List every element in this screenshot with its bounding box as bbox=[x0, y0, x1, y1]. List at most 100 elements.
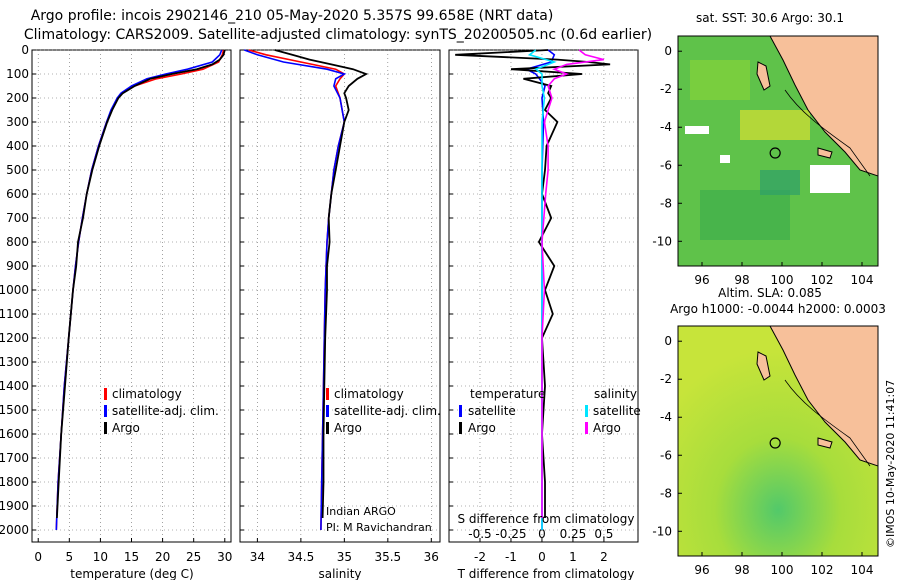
legend-swatch-argo bbox=[104, 422, 107, 434]
sst-land-sumatra bbox=[769, 36, 878, 177]
temperature-tick-label: 15 bbox=[124, 550, 139, 564]
lat-tick-label: -10 bbox=[652, 234, 672, 248]
s-difference-tick-labels: -0.5 -0.25 0 0.25 0.5 bbox=[468, 527, 613, 541]
temperature-tick-label: 0 bbox=[34, 550, 42, 564]
legend-swatch-climatology bbox=[326, 388, 329, 400]
sst-contour bbox=[784, 89, 871, 177]
legend-swatch-climatology bbox=[104, 388, 107, 400]
sla-map-title-2: Argo h1000: -0.0044 h2000: 0.0003 bbox=[670, 302, 886, 316]
lon-tick-label: 100 bbox=[771, 563, 794, 577]
salinity-legend: climatology satellite-adj. clim. Argo bbox=[326, 387, 441, 435]
sla-float-marker bbox=[769, 437, 781, 449]
sst-cloud-mask bbox=[720, 155, 730, 163]
lat-tick-label: -10 bbox=[652, 524, 672, 538]
sla-island bbox=[817, 437, 833, 449]
sst-warm-patch bbox=[740, 110, 810, 140]
s-difference-tick-label: -0.25 bbox=[495, 527, 526, 541]
depth-tick-label: 200 bbox=[6, 91, 29, 105]
depth-tick-label: 1500 bbox=[0, 403, 29, 417]
depth-tick-label: 1200 bbox=[0, 331, 29, 345]
indian-argo-label: Indian ARGO bbox=[326, 505, 396, 518]
s-difference-tick-label: -0.5 bbox=[468, 527, 491, 541]
t-difference-tick-label: 1 bbox=[569, 550, 577, 564]
legend-t-satellite: satellite bbox=[468, 404, 516, 418]
depth-tick-label: 1900 bbox=[0, 499, 29, 513]
series-climatology bbox=[55, 49, 225, 531]
depth-tick-label: 800 bbox=[6, 235, 29, 249]
s-difference-tick-label: 0 bbox=[538, 527, 546, 541]
series-salinity-argo bbox=[541, 49, 605, 518]
series-temperature-argo bbox=[455, 49, 611, 518]
depth-tick-label: 0 bbox=[21, 43, 29, 57]
series-temperature-satellite bbox=[524, 49, 556, 530]
legend-t-argo: Argo bbox=[468, 421, 496, 435]
lat-tick-label: -8 bbox=[660, 196, 672, 210]
sla-island bbox=[756, 351, 771, 381]
legend-swatch-s-argo bbox=[585, 422, 588, 434]
temperature-tick-labels: 0 5 10 15 20 25 30 bbox=[34, 550, 232, 564]
difference-grid bbox=[449, 49, 638, 542]
temperature-grid bbox=[32, 49, 231, 542]
series-argo bbox=[56, 49, 226, 519]
sst-cloud-mask bbox=[685, 126, 709, 134]
depth-tick-label: 300 bbox=[6, 115, 29, 129]
lat-tick-label: -6 bbox=[660, 158, 672, 172]
legend-climatology: climatology bbox=[334, 387, 404, 401]
t-difference-tick-label: -1 bbox=[505, 550, 517, 564]
sst-cloud-mask bbox=[810, 165, 850, 193]
salinity-tick-label: 35 bbox=[337, 550, 352, 564]
sst-cool-patch bbox=[760, 170, 800, 195]
lon-tick-label: 102 bbox=[811, 563, 834, 577]
lat-tick-label: -6 bbox=[660, 448, 672, 462]
t-difference-axis-label: T difference from climatology bbox=[457, 567, 635, 580]
temperature-tick-label: 30 bbox=[217, 550, 232, 564]
t-difference-tick-label: 2 bbox=[600, 550, 608, 564]
s-difference-tick-label: 0.5 bbox=[594, 527, 613, 541]
lat-tick-label: 0 bbox=[664, 44, 672, 58]
legend-argo: Argo bbox=[112, 421, 140, 435]
legend-swatch-t-argo bbox=[459, 422, 462, 434]
sst-cool-patch bbox=[700, 190, 790, 240]
legend-satellite-adj: satellite-adj. clim. bbox=[334, 404, 441, 418]
legend-s-argo: Argo bbox=[593, 421, 621, 435]
depth-tick-label: 1800 bbox=[0, 475, 29, 489]
t-difference-tick-labels: -2 -1 0 1 2 bbox=[474, 550, 608, 564]
lon-tick-label: 96 bbox=[694, 273, 709, 287]
sst-island bbox=[817, 147, 833, 159]
depth-tick-label: 900 bbox=[6, 259, 29, 273]
lat-tick-label: -2 bbox=[660, 82, 672, 96]
salinity-tick-label: 34 bbox=[250, 550, 265, 564]
sla-land-sumatra bbox=[769, 326, 878, 467]
sst-island bbox=[756, 61, 771, 91]
lat-tick-label: -8 bbox=[660, 486, 672, 500]
header-line-1: Argo profile: incois 2902146_210 05-May-… bbox=[31, 8, 554, 24]
lon-tick-label: 98 bbox=[734, 563, 749, 577]
depth-tick-label: 1000 bbox=[0, 283, 29, 297]
temperature-tick-label: 25 bbox=[186, 550, 201, 564]
sst-lon-ticks: 96 98 100 102 104 bbox=[694, 262, 873, 287]
legend-argo: Argo bbox=[334, 421, 362, 435]
salinity-tick-labels: 34 34.5 35 35.5 36 bbox=[250, 550, 439, 564]
lat-tick-label: -2 bbox=[660, 372, 672, 386]
depth-tick-label: 1300 bbox=[0, 355, 29, 369]
salinity-panel-frame bbox=[239, 49, 441, 543]
legend-salinity-heading: salinity bbox=[594, 387, 637, 401]
depth-tick-labels: 0 100 200 300 400 500 600 700 800 900 1000 1100 1200… bbox=[0, 43, 29, 537]
depth-tick-label: 100 bbox=[6, 67, 29, 81]
depth-tick-label: 400 bbox=[6, 139, 29, 153]
sla-contour bbox=[784, 379, 871, 467]
sla-lon-ticks: 96 98 100 102 104 bbox=[694, 552, 873, 577]
temperature-tick-label: 10 bbox=[93, 550, 108, 564]
depth-tick-label: 2000 bbox=[0, 523, 29, 537]
legend-temperature-heading: temperature bbox=[470, 387, 545, 401]
legend-swatch-t-satellite bbox=[459, 405, 462, 417]
lat-tick-label: 0 bbox=[664, 334, 672, 348]
legend-satellite-adj: satellite-adj. clim. bbox=[112, 404, 219, 418]
depth-tick-label: 1400 bbox=[0, 379, 29, 393]
sla-map bbox=[678, 326, 878, 556]
temperature-panel-frame bbox=[31, 49, 232, 543]
s-difference-axis-label: S difference from climatology bbox=[458, 512, 635, 526]
lat-tick-label: -4 bbox=[660, 120, 672, 134]
